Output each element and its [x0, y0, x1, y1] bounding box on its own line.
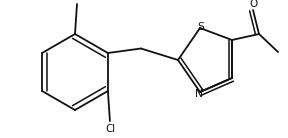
Text: N: N — [195, 89, 203, 99]
Text: Cl: Cl — [72, 0, 82, 1]
Text: O: O — [250, 0, 258, 9]
Text: Cl: Cl — [105, 124, 115, 134]
Text: S: S — [198, 22, 204, 32]
